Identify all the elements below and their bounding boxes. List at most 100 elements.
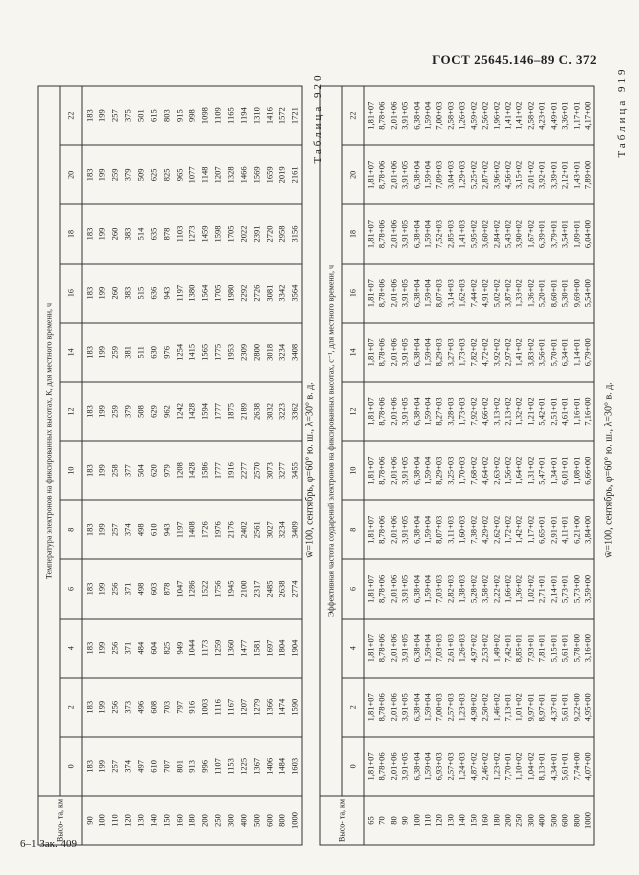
value-cell: 2,01+06 [387,145,399,205]
value-cell: 6,38+04 [410,204,422,264]
data-row: 200 996 1003 1173 1522 1726 1586 1594 1565 1564 14… [198,86,212,845]
value-cell: 1705 [224,204,237,264]
value-cell: 2958 [275,204,289,264]
value-cell: 379 [121,145,135,205]
value-cell: 3,11+03 [444,500,457,560]
value-cell: 629 [146,381,160,442]
value-cell: 2,50+02 [478,677,491,737]
value-cell: 965 [172,145,186,205]
value-cell: 1980 [224,263,237,323]
value-cell: 3018 [262,322,276,382]
hour-header: 12 [342,381,364,442]
data-row: 140 610 608 604 603 610 620 629 630 636 635 625 615 [146,86,160,845]
value-cell: 2,58+02 [524,86,537,146]
height-cell: 160 [478,796,491,845]
value-cell: 1279 [249,677,263,737]
value-cell: 8,13+01 [536,736,548,796]
height-cell: 140 [456,796,468,845]
value-cell: 3,15+02 [513,145,525,205]
value-cell: 1474 [275,677,289,737]
value-cell: 1408 [185,500,199,560]
data-row: 300 1,04+02 9,97+01 7,93+01 1,02+02 1,17+02 1,… [524,86,537,845]
value-cell: 7,44+02 [467,263,479,323]
value-cell: 8,78+06 [376,736,388,796]
value-cell: 3,14+03 [444,263,457,323]
value-cell: 1565 [198,322,212,382]
value-cell: 2774 [288,559,302,619]
value-cell: 379 [121,381,135,442]
value-cell: 1360 [224,618,237,678]
data-table: Высо- та, км Температура электронов на фи… [38,86,303,846]
value-cell: 1569 [249,145,263,205]
data-row: 400 1225 1207 1477 2100 2402 2277 2189 2309 2292 2… [236,86,250,845]
value-cell: 511 [134,322,147,382]
value-cell: 1,59+04 [421,263,434,323]
value-cell: 878 [159,204,173,264]
value-cell: 199 [95,322,109,382]
value-cell: 1,33+02 [513,263,525,323]
data-row: 65 1,81+07 1,81+07 1,81+07 1,81+07 1,81+07 1,8… [364,86,376,845]
value-cell: 2277 [236,441,250,501]
value-cell: 979 [159,441,173,501]
value-cell: 1804 [275,618,289,678]
value-cell: 1953 [224,322,237,382]
value-cell: 2,71+01 [536,559,548,619]
value-cell: 3,91+05 [398,86,411,146]
value-cell: 3,04+03 [444,145,457,205]
value-cell: 383 [121,263,135,323]
value-cell: 1976 [211,500,225,560]
value-cell: 260 [108,204,122,264]
value-cell: 2,01+06 [387,86,399,146]
value-cell: 1,59+04 [421,86,434,146]
value-cell: 3,91+05 [398,204,411,264]
height-cell: 120 [433,796,445,845]
height-cell: 250 [211,796,225,845]
height-cell: 500 [547,796,559,845]
value-cell: 377 [121,441,135,501]
value-cell: 2,84+02 [490,204,502,264]
value-cell: 1603 [288,736,302,796]
hour-header: 22 [60,86,82,146]
value-cell: 1,41+02 [513,322,525,382]
data-row: 90 183 183 183 183 183 183 183 183 183 183 183 183 [82,86,96,845]
value-cell: 1,64+02 [513,441,525,501]
value-cell: 4,49+01 [547,86,559,146]
value-cell: 1,16+01 [570,381,582,442]
value-cell: 3,91+05 [398,381,411,442]
value-cell: 7,00+03 [433,86,445,146]
value-cell: 3,91+05 [398,500,411,560]
value-cell: 5,61+01 [559,677,571,737]
value-cell: 5,25+02 [467,145,479,205]
value-cell: 3,91+05 [398,322,411,382]
value-cell: 1273 [185,204,199,264]
value-cell: 3362 [288,381,302,442]
data-table: Высо- та, км Эффективная частота соударен… [320,86,595,846]
value-cell: 4,98+02 [467,677,479,737]
value-cell: 6,38+04 [410,441,422,501]
value-cell: 3,91+05 [398,145,411,205]
data-row: 180 1,23+02 1,46+02 1,49+02 2,22+02 2,62+02 2,… [490,86,502,845]
header-row: Высо- та, км Эффективная частота соударен… [320,86,364,845]
value-cell: 8,78+06 [376,441,388,501]
value-cell: 1,10+02 [513,736,525,796]
height-cell: 200 [198,796,212,845]
hour-header: 10 [342,441,364,501]
value-cell: 183 [82,441,96,501]
value-cell: 1484 [275,736,289,796]
value-cell: 3073 [262,441,276,501]
gost-header: ГОСТ 25645.146–89 С. 372 [432,52,597,67]
value-cell: 371 [121,559,135,619]
value-cell: 4,97+02 [467,618,479,678]
value-cell: 2022 [236,204,250,264]
value-cell: 1477 [236,618,250,678]
height-cell: 140 [146,796,160,845]
value-cell: 3,28+03 [444,381,457,442]
height-cell: 120 [121,796,135,845]
value-cell: 484 [134,618,147,678]
value-cell: 2,01+06 [387,618,399,678]
value-cell: 2176 [224,500,237,560]
value-cell: 8,29+03 [433,441,445,501]
value-cell: 1,41+02 [513,86,525,146]
value-cell: 5,73+00 [570,559,582,619]
value-cell: 1,34+01 [547,441,559,501]
